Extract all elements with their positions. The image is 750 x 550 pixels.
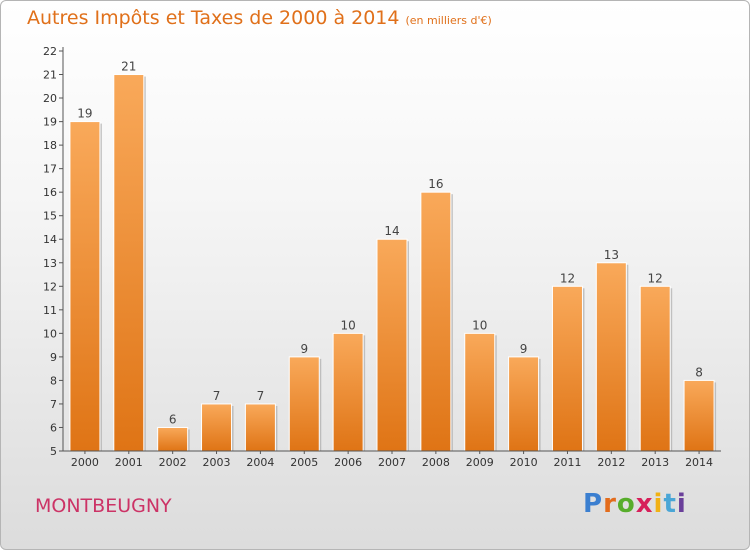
data-label-2010: 9 [520, 342, 528, 356]
y-tick-label: 8 [50, 374, 57, 387]
data-label-2009: 10 [472, 318, 487, 332]
brand-logo: Proxiti [583, 489, 687, 519]
brand-letter: i [676, 489, 687, 519]
x-tick-label: 2005 [290, 456, 318, 469]
x-tick-label: 2004 [246, 456, 274, 469]
y-tick-label: 18 [43, 139, 57, 152]
x-tick-label: 2007 [378, 456, 406, 469]
bar-2012 [595, 262, 627, 452]
bar-2007 [376, 238, 408, 452]
x-tick-label: 2000 [71, 456, 99, 469]
x-tick-label: 2006 [334, 456, 362, 469]
bar-2009 [464, 332, 496, 452]
chart-title-text: Autres Impôts et Taxes de 2000 à 2014 [27, 7, 400, 29]
data-label-2006: 10 [340, 318, 355, 332]
brand-letter: P [583, 489, 604, 519]
y-tick-label: 19 [43, 116, 57, 129]
data-label-2002: 6 [169, 412, 177, 426]
y-tick-label: 6 [50, 421, 57, 434]
y-tick-label: 22 [43, 45, 57, 58]
bar-2014 [683, 379, 715, 452]
place-name: MONTBEUGNY [35, 495, 172, 517]
data-label-2005: 9 [300, 342, 308, 356]
x-tick-label: 2003 [203, 456, 231, 469]
y-tick-label: 21 [43, 69, 57, 82]
data-label-2004: 7 [257, 389, 265, 403]
y-tick-label: 12 [43, 280, 57, 293]
brand-letter: t [663, 489, 677, 519]
data-label-2012: 13 [604, 248, 619, 262]
y-tick-label: 7 [50, 398, 57, 411]
y-tick-label: 11 [43, 304, 57, 317]
bars-group: 19 21 6 7 7 9 10 14 16 10 9 12 13 12 8 [69, 60, 717, 452]
y-tick-label: 15 [43, 210, 57, 223]
x-tick-label: 2002 [159, 456, 187, 469]
data-label-2011: 12 [560, 271, 575, 285]
bar-2005 [288, 356, 320, 452]
chart-unit: (en milliers d'€) [405, 14, 492, 27]
brand-letter: o [616, 489, 636, 519]
x-tick-label: 2012 [597, 456, 625, 469]
data-label-2007: 14 [384, 224, 399, 238]
bar-2003 [201, 403, 233, 452]
bar-2008 [420, 191, 452, 452]
y-tick-label: 20 [43, 92, 57, 105]
data-label-2001: 21 [121, 60, 136, 74]
bar-2002 [157, 426, 189, 452]
y-tick-label: 14 [43, 233, 57, 246]
x-tick-label: 2010 [510, 456, 538, 469]
bar-2011 [551, 285, 583, 452]
x-tick-label: 2011 [553, 456, 581, 469]
axes-group: 2000 2001 2002 2003 2004 2005 2006 2007 2008 2009… [43, 45, 721, 469]
y-tick-label: 5 [50, 445, 57, 458]
y-tick-label: 9 [50, 351, 57, 364]
data-label-2008: 16 [428, 177, 443, 191]
chart-title: Autres Impôts et Taxes de 2000 à 2014 (en… [27, 7, 492, 29]
y-tick-label: 16 [43, 186, 57, 199]
x-tick-label: 2014 [685, 456, 713, 469]
data-label-2014: 8 [695, 365, 703, 379]
brand-letter: r [603, 489, 617, 519]
bar-2001 [113, 74, 145, 452]
bar-2013 [639, 285, 671, 452]
x-tick-label: 2008 [422, 456, 450, 469]
data-label-2000: 19 [77, 107, 92, 121]
bar-2010 [508, 356, 540, 452]
brand-letter: i [653, 489, 664, 519]
data-label-2003: 7 [213, 389, 221, 403]
x-tick-label: 2001 [115, 456, 143, 469]
x-tick-label: 2013 [641, 456, 669, 469]
bar-2000 [69, 121, 101, 452]
y-tick-label: 17 [43, 163, 57, 176]
x-tick-label: 2009 [466, 456, 494, 469]
brand-letter: x [635, 489, 654, 519]
y-tick-label: 10 [43, 327, 57, 340]
y-tick-label: 13 [43, 257, 57, 270]
bar-2006 [332, 332, 364, 452]
data-label-2013: 12 [648, 271, 663, 285]
bar-2004 [244, 403, 276, 452]
